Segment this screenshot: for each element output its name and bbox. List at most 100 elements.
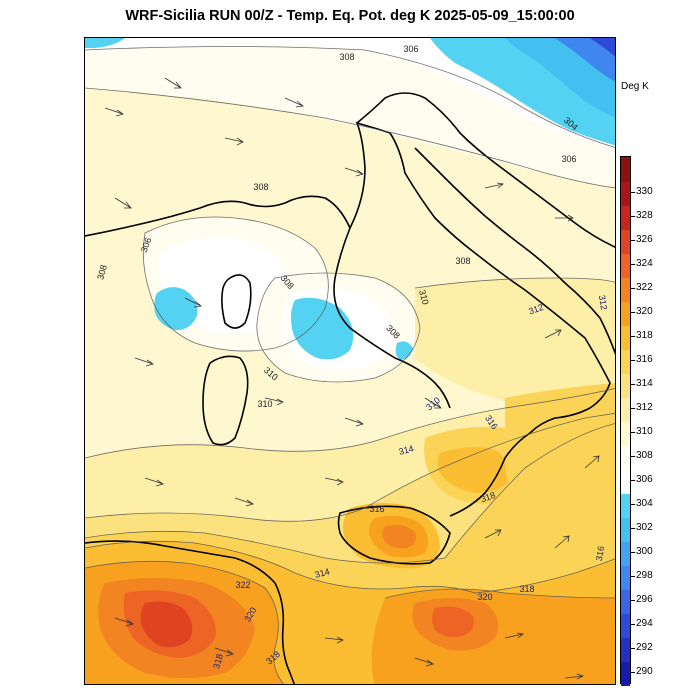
colorbar-unit: Deg K — [621, 81, 649, 92]
wind-arrows — [104, 77, 600, 680]
colorbar-tick-label: 294 — [636, 618, 653, 629]
colorbar-segment — [621, 301, 630, 326]
field-322-324-sicily — [382, 524, 416, 549]
colorbar-segment — [621, 565, 630, 590]
contour-label: 306 — [403, 44, 418, 54]
colorbar — [620, 156, 631, 686]
colorbar-segment — [621, 493, 630, 518]
colorbar-tick-label: 302 — [636, 522, 653, 533]
contour-label: 308 — [253, 182, 268, 192]
contour-label: 322 — [235, 580, 250, 590]
field-304-tyrrhenian — [290, 297, 354, 360]
colorbar-tick-label: 304 — [636, 498, 653, 509]
colorbar-tick — [631, 264, 635, 265]
colorbar-segment — [621, 157, 630, 182]
colorbar-tick-label: 318 — [636, 330, 653, 341]
colorbar-tick-label: 300 — [636, 546, 653, 557]
colorbar-tick-label: 312 — [636, 402, 653, 413]
colorbar-tick — [631, 480, 635, 481]
contour-label: 312 — [597, 294, 609, 311]
map-canvas: 306 308 304 306 308 306 308 308 308 308 … — [85, 38, 615, 684]
contour-label: 310 — [417, 289, 431, 306]
colorbar-segment — [621, 445, 630, 470]
colorbar-tick — [631, 192, 635, 193]
colorbar-segment — [621, 661, 630, 686]
colorbar-tick-label: 322 — [636, 282, 653, 293]
colorbar-tick-label: 292 — [636, 642, 653, 653]
contour-label: 318 — [479, 490, 497, 505]
colorbar-tick — [631, 384, 635, 385]
colorbar-tick — [631, 336, 635, 337]
colorbar-tick — [631, 504, 635, 505]
colorbar-tick-label: 326 — [636, 234, 653, 245]
colorbar-segment — [621, 637, 630, 662]
colorbar-segment — [621, 253, 630, 278]
field-304-west — [154, 287, 198, 331]
colorbar-tick-label: 314 — [636, 378, 653, 389]
colorbar-tick — [631, 408, 635, 409]
contour-label: 306 — [139, 236, 154, 254]
colorbar-segment — [621, 349, 630, 374]
contour-label: 312 — [527, 302, 545, 317]
contour-label: 308 — [455, 256, 470, 266]
field-316-318-ionian — [505, 383, 615, 538]
colorbar-segment — [621, 589, 630, 614]
contour-label: 306 — [561, 154, 576, 164]
colorbar-tick — [631, 600, 635, 601]
colorbar-segment — [621, 373, 630, 398]
colorbar-segment — [621, 469, 630, 494]
colorbar-tick — [631, 576, 635, 577]
contour-label: 316 — [594, 545, 606, 562]
field-324-326-southeast — [432, 606, 474, 638]
colorbar-tick — [631, 312, 635, 313]
map-title: WRF-Sicilia RUN 00/Z - Temp. Eq. Pot. de… — [125, 8, 575, 24]
contour-lines — [85, 46, 615, 684]
colorbar-tick-label: 330 — [636, 186, 653, 197]
colorbar-segment — [621, 541, 630, 566]
colorbar-segment — [621, 229, 630, 254]
colorbar-tick — [631, 240, 635, 241]
colorbar-tick-label: 298 — [636, 570, 653, 581]
contour-label: 314 — [314, 566, 331, 580]
colorbar-tick — [631, 528, 635, 529]
colorbar-tick-label: 316 — [636, 354, 653, 365]
colorbar-segment — [621, 421, 630, 446]
colorbar-tick-label: 290 — [636, 666, 653, 677]
colorbar-tick — [631, 552, 635, 553]
contour-label: 314 — [398, 443, 415, 457]
colorbar-tick-label: 324 — [636, 258, 653, 269]
contour-label: 308 — [339, 52, 354, 62]
map-panel: 306 308 304 306 308 306 308 308 308 308 … — [84, 37, 616, 685]
colorbar-tick-label: 296 — [636, 594, 653, 605]
colorbar-tick — [631, 288, 635, 289]
colorbar-tick-label: 320 — [636, 306, 653, 317]
field-304-northwest — [85, 38, 125, 48]
colorbar-tick — [631, 648, 635, 649]
colorbar-segment — [621, 277, 630, 302]
colorbar-tick — [631, 624, 635, 625]
colorbar-tick-label: 310 — [636, 426, 653, 437]
colorbar-tick — [631, 456, 635, 457]
colorbar-segment — [621, 205, 630, 230]
colorbar-segment — [621, 181, 630, 206]
colorbar-tick — [631, 432, 635, 433]
colorbar-segment — [621, 517, 630, 542]
field-326-328-south — [140, 601, 193, 648]
colorbar-tick-label: 328 — [636, 210, 653, 221]
contour-label: 308 — [95, 264, 109, 281]
contour-label: 310 — [257, 399, 272, 409]
colorbar-segment — [621, 397, 630, 422]
coastlines — [85, 92, 615, 684]
field-298-300-northeast — [555, 38, 615, 82]
colorbar-segment — [621, 613, 630, 638]
colorbar-tick — [631, 672, 635, 673]
contour-label: 318 — [519, 584, 534, 594]
colorbar-tick-label: 308 — [636, 450, 653, 461]
colorbar-tick — [631, 360, 635, 361]
contour-label: 316 — [369, 504, 384, 514]
colorbar-segment — [621, 325, 630, 350]
colorbar-tick — [631, 216, 635, 217]
field-296-298-northeast — [590, 38, 615, 57]
colorbar-tick-label: 306 — [636, 474, 653, 485]
contour-label: 318 — [211, 653, 225, 670]
